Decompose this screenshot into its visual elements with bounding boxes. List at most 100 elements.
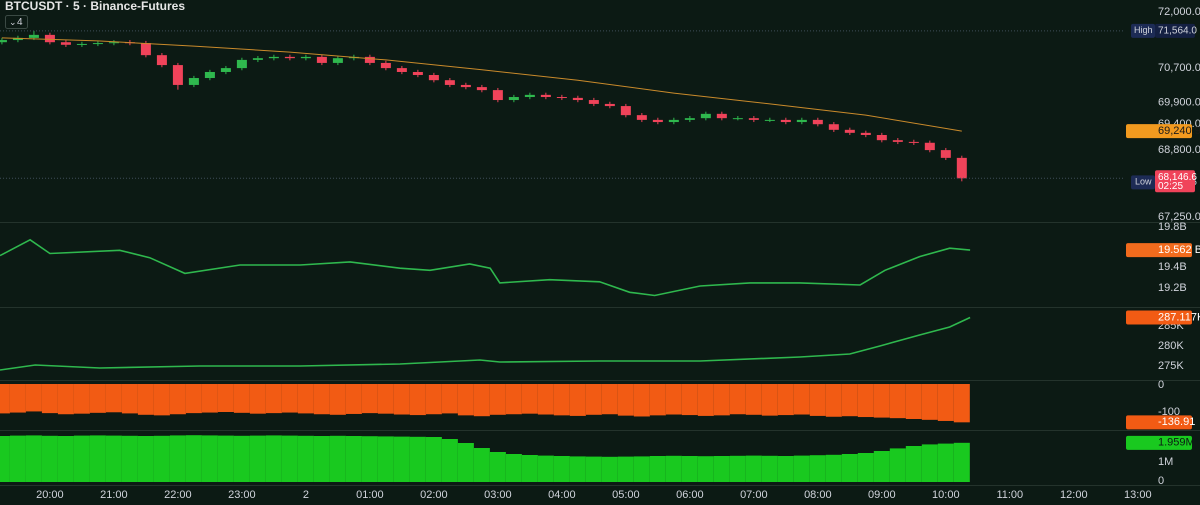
histogram-bar (169, 435, 186, 482)
low-name-box (1131, 175, 1155, 190)
histogram-bar (473, 384, 490, 417)
low-name: Low (1135, 177, 1152, 187)
histogram-bar (713, 384, 730, 416)
histogram-bar (281, 435, 298, 482)
histogram-bar (521, 455, 538, 482)
histogram-bar (441, 439, 458, 482)
histogram-bar (745, 455, 762, 482)
candle-body (860, 132, 871, 135)
candle-body (652, 119, 663, 123)
x-tick-label: 04:00 (548, 489, 576, 501)
histogram-bar (345, 436, 362, 482)
histogram-bar (537, 384, 554, 415)
histogram-bar (617, 384, 634, 416)
histogram-bar (265, 384, 282, 414)
histogram-bar (105, 435, 122, 482)
price-tag (1126, 124, 1192, 139)
candle-body (460, 84, 471, 88)
toggle-icon: ⌄ (9, 17, 17, 27)
histogram-bar (425, 384, 442, 415)
histogram-bar (121, 435, 138, 482)
histogram-bar (409, 436, 426, 482)
histogram-bar (873, 451, 890, 482)
y-tick-label: 69,900.0 (1158, 97, 1200, 109)
histogram-bar (937, 384, 954, 421)
y-tick-label: 1M (1158, 456, 1173, 468)
indicator-toggle[interactable] (5, 15, 28, 29)
price-tag (1126, 435, 1192, 450)
histogram-bar (601, 456, 618, 482)
histogram-bar (41, 384, 58, 414)
x-tick-label: 23:00 (228, 489, 256, 501)
candle-body (252, 58, 263, 60)
y-tick-label: 19.4B (1158, 261, 1187, 273)
candle-body (332, 58, 343, 63)
histogram-bar (121, 384, 138, 414)
histogram-bar (489, 384, 506, 415)
candle-body (220, 68, 231, 72)
candle-body (396, 68, 407, 72)
candle-body (284, 56, 295, 59)
candle-body (204, 71, 215, 79)
x-tick-label: 12:00 (1060, 489, 1088, 501)
histogram-bar (137, 384, 154, 415)
histogram-bar (889, 448, 906, 482)
histogram-bar (953, 384, 970, 423)
last-price-tag (1155, 170, 1195, 193)
x-tick-label: 06:00 (676, 489, 704, 501)
histogram-bar (841, 384, 858, 417)
histogram-bar (217, 384, 234, 412)
x-tick-label: 10:00 (932, 489, 960, 501)
candle-body (76, 43, 87, 45)
histogram-bar (681, 456, 698, 482)
histogram-bar (9, 435, 26, 482)
y-tick-label: 280K (1158, 340, 1184, 352)
histogram-bar (73, 384, 90, 414)
histogram-bar (841, 454, 858, 482)
histogram-bar (553, 456, 570, 482)
x-tick-label: 2 (303, 489, 309, 501)
x-tick-label: 07:00 (740, 489, 768, 501)
histogram-bar (857, 384, 874, 418)
histogram-bar (361, 436, 378, 482)
histogram-bar (377, 436, 394, 482)
histogram-bar (809, 455, 826, 482)
histogram-bar (57, 384, 74, 415)
histogram-bar (729, 455, 746, 482)
candle-body (108, 42, 119, 44)
candle-body (444, 80, 455, 85)
candle-body (732, 118, 743, 120)
histogram-bar (905, 446, 922, 482)
y-tick-label: 275K (1158, 360, 1184, 372)
candle-body (364, 56, 375, 63)
y-tick-label: 67,250.0 (1158, 211, 1200, 223)
histogram-bar (569, 384, 586, 416)
candle-body (780, 119, 791, 123)
histogram-bar (25, 384, 42, 412)
x-tick-label: 03:00 (484, 489, 512, 501)
candle-body (188, 78, 199, 85)
last-price-label: 68,146.6 (1158, 172, 1197, 183)
histogram-bar (393, 436, 410, 482)
candle-body (300, 56, 311, 59)
histogram-bar (329, 384, 346, 415)
indicator-count: 4 (17, 17, 23, 28)
histogram-bar (537, 455, 554, 482)
moving-average (1, 37, 962, 132)
histogram-bar (0, 436, 10, 482)
candle-body (12, 37, 23, 41)
candle-body (940, 150, 951, 158)
histogram-bar (745, 384, 762, 415)
candle-body (572, 97, 583, 101)
histogram-bar (89, 435, 106, 482)
histogram-bar (361, 384, 378, 414)
histogram-bar (73, 435, 90, 482)
histogram-bar (313, 436, 330, 482)
histogram-bar (761, 384, 778, 416)
histogram-bar (521, 384, 538, 414)
histogram-bar (617, 456, 634, 482)
histogram-bar (777, 456, 794, 482)
histogram-bar (313, 384, 330, 415)
